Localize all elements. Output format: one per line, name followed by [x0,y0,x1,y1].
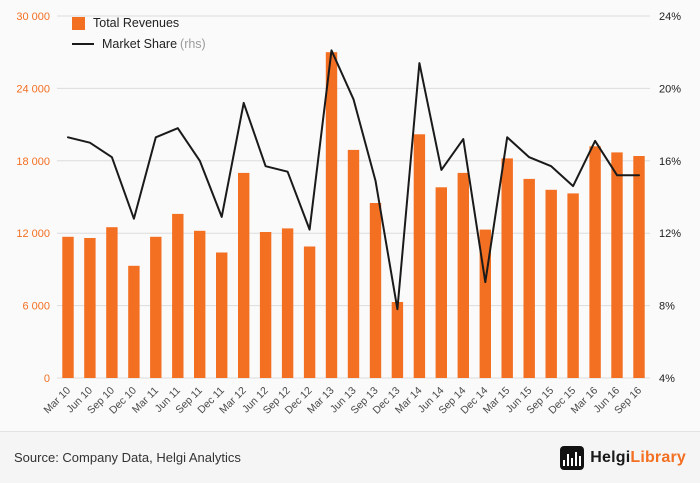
revenue-bar [62,236,74,378]
revenue-bar [238,172,250,378]
revenue-bar [545,189,557,378]
revenue-bar [172,213,184,378]
revenue-bar [347,149,360,378]
source-text: Source: Company Data, Helgi Analytics [14,450,241,465]
revenue-bar [523,178,535,378]
right-axis-tick-label: 4% [659,373,675,385]
revenue-bar [435,187,447,378]
revenue-bar [84,238,96,378]
revenue-bar [216,252,228,378]
legend-revenues-label: Total Revenues [93,16,180,30]
left-axis-tick-label: 6 000 [22,301,50,313]
logo-text: HelgiLibrary [590,448,686,466]
chart-area: 0 4% 6 000 8% 12 000 12% 18 000 16% 24 000 20% 30 … [16,11,681,417]
bar-chart-icon [560,445,585,470]
right-axis-tick-label: 24% [659,11,681,23]
right-axis-tick-label: 20% [659,83,681,95]
right-axis-tick-label: 12% [659,228,681,240]
revenue-bar [303,246,316,378]
revenue-bar [479,229,491,378]
revenue-bar [281,228,294,378]
legend-item-revenues: Total Revenues [72,16,206,30]
revenue-bar [413,134,426,378]
left-axis-tick-label: 0 [44,373,50,385]
revenue-market-share-chart: 0 4% 6 000 8% 12 000 12% 18 000 16% 24 000 20% 30 … [16,11,681,417]
left-axis-tick-label: 18 000 [16,156,50,168]
chart-legend: Total Revenues Market Share (rhs) [72,16,206,51]
revenue-bar [567,193,579,378]
revenue-bar [611,152,623,378]
revenue-bar [501,158,513,378]
legend-share-label: Market Share (rhs) [102,37,206,51]
revenues-swatch-icon [72,16,85,30]
revenue-bar [369,203,382,378]
right-axis-tick-label: 8% [659,301,675,313]
revenue-bar [633,156,645,378]
revenue-bar [194,230,206,378]
revenue-bar [589,146,601,378]
revenue-bar [128,265,140,378]
revenue-bar [106,227,118,378]
left-axis-tick-label: 30 000 [16,11,50,23]
right-axis-tick-label: 16% [659,156,681,168]
share-line-swatch-icon [72,43,94,45]
helgi-library-logo[interactable]: HelgiLibrary [560,445,686,470]
revenue-bar [325,52,338,378]
footer: Source: Company Data, Helgi Analytics He… [0,431,700,483]
left-axis-tick-label: 12 000 [16,228,50,240]
legend-share-suffix: (rhs) [180,37,206,51]
revenue-bar [457,172,469,378]
revenue-bar [259,232,272,378]
legend-item-share: Market Share (rhs) [72,37,206,51]
market-share-line [67,49,640,311]
revenue-bar [391,302,404,378]
revenue-bar [150,236,162,378]
left-axis-tick-label: 24 000 [16,83,50,95]
